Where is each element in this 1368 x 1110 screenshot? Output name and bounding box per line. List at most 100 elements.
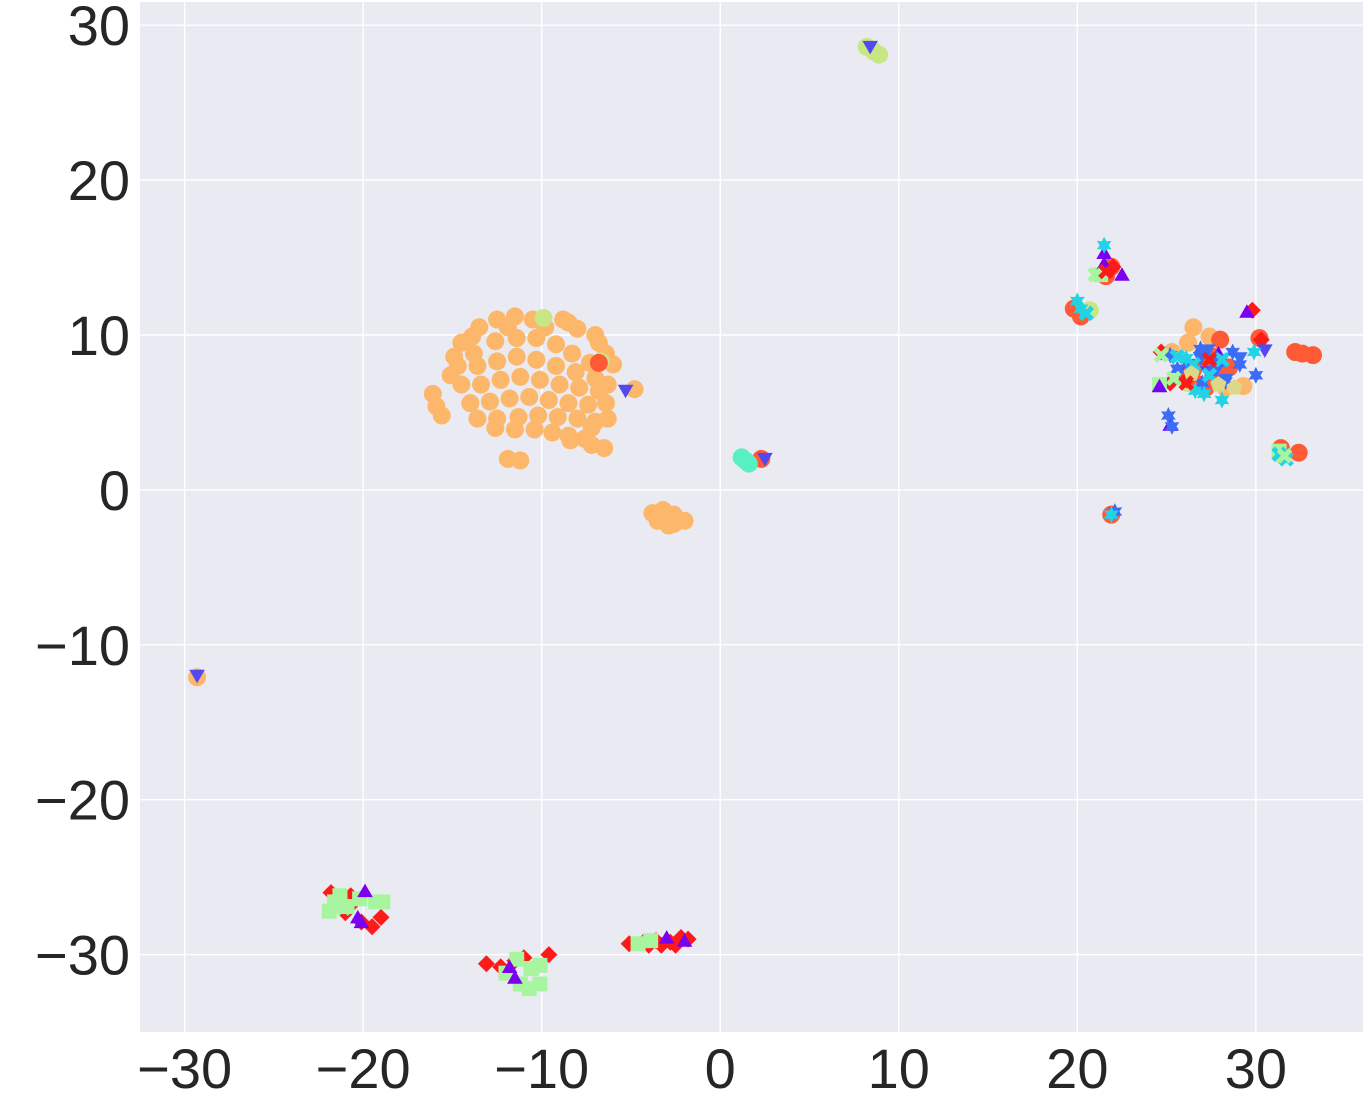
circle-marker [1184,318,1203,337]
star-marker [1070,292,1085,310]
star-marker [1232,355,1248,373]
circle-marker [445,347,464,366]
square-marker [643,933,659,949]
x-tick-label: −10 [494,1037,589,1100]
y-tick-label: 30 [68,0,130,57]
circle-marker [554,310,573,329]
circle-marker [468,356,487,375]
star-marker [1164,417,1180,435]
circle-marker [548,408,567,427]
diamond-marker [477,955,495,973]
circle-marker [546,335,565,354]
circle-marker [543,423,562,442]
x-marker [1276,448,1293,464]
x-marker [1153,347,1170,363]
circle-marker [525,420,544,439]
x-marker [1169,348,1186,365]
grid-lines [140,2,1363,1032]
circle-marker [498,318,517,337]
square-marker [509,951,525,967]
star-marker [1178,349,1194,367]
triangle-up-marker [1151,378,1168,393]
pentagon-marker [1210,376,1227,392]
circle-marker [511,367,530,386]
star-marker [1195,374,1210,392]
circle-marker [529,406,548,425]
x-marker [1087,266,1103,283]
star-marker [1246,343,1262,361]
circle-marker [500,389,519,408]
y-tick-label: 10 [68,304,130,367]
y-axis-tick-labels: −30 −20 −10 0 10 20 30 [35,0,130,987]
circle-marker [589,333,608,352]
diamond-marker [1252,331,1270,349]
triangle-up-marker [507,970,523,984]
circle-marker [432,406,451,425]
pentagon-marker [1226,379,1243,395]
star-marker [1096,236,1112,254]
y-tick-label: −10 [35,614,130,677]
triangle-up-marker [658,930,675,944]
circle-marker [596,394,615,413]
star-marker [1225,343,1240,361]
x-marker [1098,263,1114,280]
circle-marker [550,375,569,394]
circle-marker [520,387,539,406]
circle-marker [598,375,617,394]
circle-marker [505,420,524,439]
circle-marker [486,332,505,351]
square-marker [532,957,548,973]
circle-marker [561,431,580,450]
x-tick-label: 20 [1046,1037,1108,1100]
x-axis-tick-labels: −30 −20 −10 0 10 20 30 [137,1037,1287,1100]
y-tick-label: 20 [68,149,130,212]
star-marker [1162,346,1178,364]
triangle-down-marker [189,669,205,684]
star-marker [1209,349,1224,367]
square-marker [532,976,548,992]
star-marker [1170,360,1185,378]
diamond-marker [363,918,381,936]
triangle-up-marker [357,883,373,898]
data-points [188,37,1323,997]
plot-area [140,2,1363,1032]
circle-marker [463,327,482,346]
square-marker [375,894,391,910]
circle-marker [546,356,565,375]
circle-marker [486,418,505,437]
triangle-up-marker [350,909,366,924]
circle-marker [527,350,546,369]
circle-marker [491,370,510,389]
circle-marker [659,516,678,535]
circle-marker [1179,333,1198,352]
x-marker [1201,352,1218,368]
x-tick-label: −20 [316,1037,411,1100]
circle-marker [1289,443,1308,462]
x-tick-label: 30 [1225,1037,1287,1100]
circle-marker [539,391,558,410]
triangle-up-marker [1114,267,1130,281]
circle-marker [1211,330,1230,349]
circle-marker [595,439,614,458]
x-marker [1201,367,1218,384]
square-marker [630,936,646,952]
star-marker [1248,366,1264,384]
circle-marker [472,375,491,394]
circle-marker [461,394,480,413]
x-marker [1214,352,1230,368]
x-tick-label: 0 [705,1037,736,1100]
circle-marker [511,451,530,470]
y-tick-label: 0 [99,459,130,522]
circle-marker [598,409,617,428]
triangle-up-marker [1239,304,1255,318]
x-marker [1165,370,1182,387]
circle-marker [530,370,549,389]
x-marker [1078,305,1095,322]
star-marker [1187,382,1203,400]
triangle-up-marker [676,933,693,947]
triangle-down-marker [862,40,878,55]
triangle-down-marker [617,384,634,399]
circle-marker [488,352,507,371]
circle-marker [582,418,601,437]
